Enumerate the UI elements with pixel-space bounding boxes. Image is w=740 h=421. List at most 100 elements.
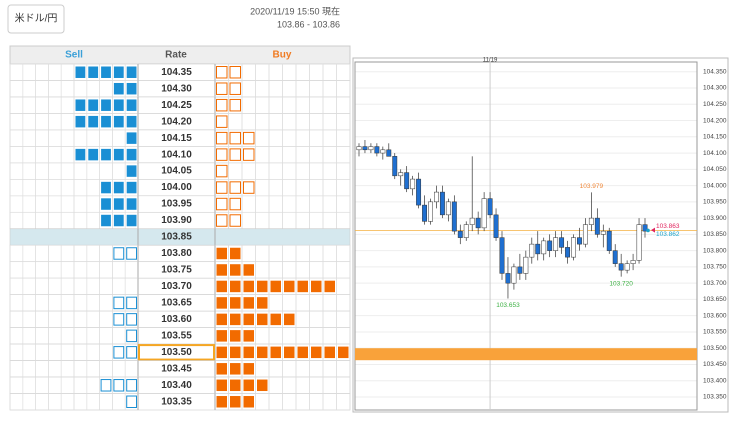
candle-body xyxy=(612,250,618,264)
sell-boxes xyxy=(100,379,137,392)
sell-box xyxy=(101,214,111,227)
rate: 103.45 xyxy=(161,363,192,374)
buy-box xyxy=(243,280,254,293)
buy-box xyxy=(216,214,228,227)
cell xyxy=(336,393,351,411)
rates: 103.86 - 103.86 xyxy=(277,19,340,29)
buy-box xyxy=(243,181,255,194)
sell-box xyxy=(113,313,125,326)
rate: 104.25 xyxy=(161,100,192,111)
sell-box xyxy=(126,198,137,210)
candle-body xyxy=(642,224,648,232)
rate: 104.35 xyxy=(161,67,192,78)
sell-box xyxy=(126,313,137,326)
y-tick-label: 103.550 xyxy=(703,329,727,336)
buy-boxes xyxy=(216,115,228,128)
buy-box xyxy=(243,313,254,326)
sell-boxes xyxy=(75,99,137,111)
sell-box xyxy=(75,148,86,161)
buy-box xyxy=(216,297,227,309)
candle-body xyxy=(571,237,576,258)
bid-label: 103.862 xyxy=(656,231,680,238)
buy-box xyxy=(243,346,254,359)
rate: 104.00 xyxy=(161,182,192,193)
buy-box xyxy=(229,197,241,211)
buy-box xyxy=(230,363,241,375)
buy-box xyxy=(284,346,295,359)
sell-boxes xyxy=(101,214,137,227)
candle-body xyxy=(559,237,565,248)
y-tick-label: 103.950 xyxy=(703,199,727,206)
sell-header: Sell xyxy=(65,50,83,61)
rate: 104.20 xyxy=(161,116,192,127)
sell-box xyxy=(88,115,99,128)
rate-header: Rate xyxy=(165,50,187,61)
sell-boxes xyxy=(113,313,137,326)
candle-body xyxy=(475,217,481,229)
annotation: 103.979 xyxy=(580,183,604,190)
sell-box xyxy=(101,99,111,111)
candle-body xyxy=(541,240,547,255)
rate: 103.80 xyxy=(161,248,192,259)
rate: 104.30 xyxy=(161,83,192,94)
y-tick-label: 103.600 xyxy=(703,312,727,319)
buy-boxes xyxy=(216,148,255,161)
buy-box xyxy=(257,313,268,326)
sell-box xyxy=(88,66,99,78)
buy-box xyxy=(229,66,241,79)
y-tick-label: 104.200 xyxy=(703,117,727,124)
buy-box xyxy=(257,280,268,293)
y-tick-label: 103.650 xyxy=(703,296,727,303)
annotation: 103.653 xyxy=(496,302,520,309)
y-tick-label: 103.900 xyxy=(703,215,727,222)
sell-boxes xyxy=(126,329,137,343)
rate: 103.40 xyxy=(161,380,192,391)
rate: 103.65 xyxy=(161,298,192,309)
buy-box xyxy=(243,379,254,392)
buy-box xyxy=(243,363,254,375)
ask-label: 103.863 xyxy=(656,223,680,230)
buy-boxes xyxy=(216,82,241,95)
buy-box xyxy=(229,131,241,145)
buy-boxes xyxy=(216,66,241,79)
candle-body xyxy=(457,230,463,238)
rate: 103.85 xyxy=(161,232,192,243)
rate: 103.55 xyxy=(161,330,192,341)
buy-box xyxy=(324,280,335,293)
buy-boxes xyxy=(216,313,295,326)
candle-body xyxy=(630,260,636,264)
y-tick-label: 103.700 xyxy=(703,280,727,287)
sell-box xyxy=(113,115,124,128)
timestamp: 2020/11/19 15:50 現在 xyxy=(250,5,340,16)
candle-body xyxy=(386,149,392,157)
candle-body xyxy=(529,243,535,258)
sell-box xyxy=(113,379,125,392)
candle-body xyxy=(511,266,517,284)
candle-body xyxy=(481,198,487,229)
buy-box xyxy=(257,297,268,309)
y-tick-label: 103.850 xyxy=(703,231,727,238)
y-tick-label: 103.800 xyxy=(703,247,727,254)
sell-box xyxy=(113,181,124,194)
sell-box xyxy=(113,296,125,310)
candle-body xyxy=(588,217,594,225)
candle-body xyxy=(362,146,368,151)
sell-boxes xyxy=(113,296,137,310)
buy-boxes xyxy=(216,330,254,342)
buy-box xyxy=(284,280,295,293)
candle-body xyxy=(624,263,630,271)
sell-boxes xyxy=(75,66,137,78)
candle-body xyxy=(368,146,374,151)
annotation: 103.720 xyxy=(609,280,633,287)
candle-body xyxy=(535,243,541,255)
pair-label[interactable]: 米ドル/円 xyxy=(15,12,58,25)
pair-button[interactable] xyxy=(7,4,65,34)
candle-body xyxy=(636,224,642,261)
y-tick-label: 103.350 xyxy=(703,394,727,401)
sell-boxes xyxy=(113,247,137,260)
buy-box xyxy=(297,280,308,293)
buy-boxes xyxy=(216,346,349,359)
bid-marker xyxy=(646,228,650,233)
buy-box xyxy=(270,346,281,359)
buy-box xyxy=(243,131,255,145)
